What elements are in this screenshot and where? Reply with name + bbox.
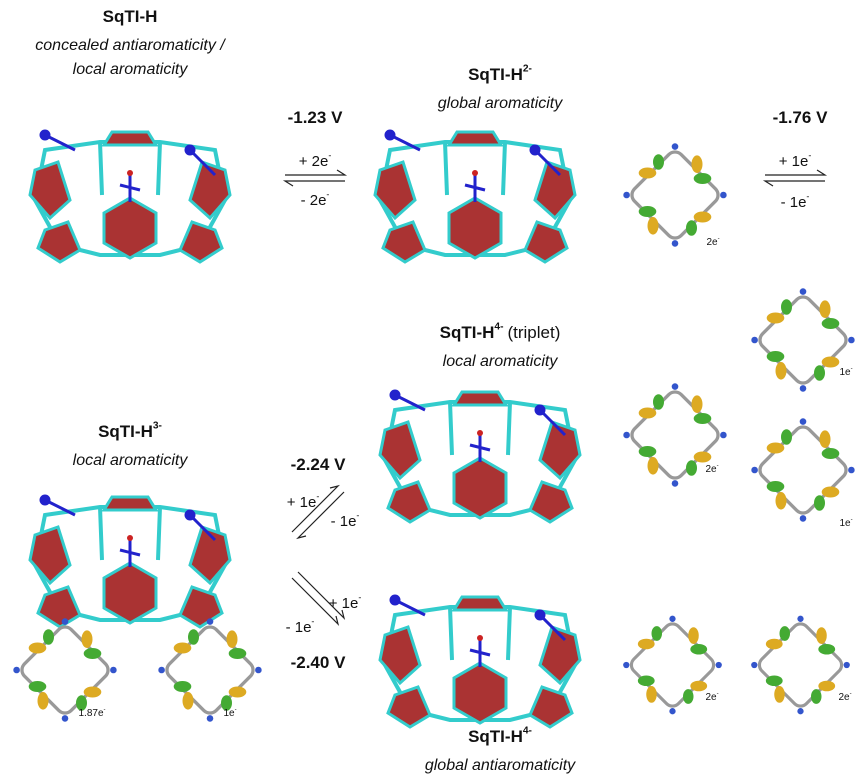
label: - 2e- [301, 190, 330, 210]
molecule [373, 129, 577, 264]
label-text: 1e [223, 708, 235, 719]
equilibrium-arrows [282, 169, 828, 626]
label-text: + 2e [299, 153, 329, 170]
label-text: + 1e [287, 494, 317, 511]
species-name: SqTI-H [440, 323, 495, 342]
molecule [378, 594, 582, 729]
label-text: 1e [839, 367, 851, 378]
superscript: - [851, 517, 853, 523]
species-description: local aromaticity [443, 353, 559, 370]
label: + 2e- [299, 151, 332, 171]
label: 2e- [706, 236, 719, 248]
label: 1e- [223, 707, 236, 719]
potential: -1.76 V [773, 108, 828, 127]
species-name: SqTI-H [468, 727, 523, 746]
superscript: - [717, 463, 719, 469]
species-name: SqTI-H3- [98, 421, 162, 442]
label: - 1e- [286, 617, 315, 637]
label: + 1e- [329, 593, 362, 613]
species-description: concealed antiaromaticity / [35, 37, 226, 54]
label-text: 2e [705, 464, 717, 475]
label: 2e- [705, 691, 718, 703]
species-name: SqTI-H4- [468, 726, 532, 747]
species-description: local aromaticity [73, 452, 189, 469]
superscript: - [235, 707, 237, 713]
superscript: - [328, 151, 331, 161]
species-name: SqTI-H [468, 65, 523, 84]
orbital [621, 141, 729, 249]
superscript: 4- [523, 726, 532, 737]
superscript: 4- [494, 322, 503, 333]
molecule [378, 389, 582, 524]
species-note: (triplet) [507, 323, 560, 342]
superscript: - [316, 492, 319, 502]
label-text: 2e [705, 692, 717, 703]
label-text: 1.87e [78, 708, 103, 719]
superscript: - [851, 366, 853, 372]
potential: -1.23 V [288, 108, 343, 127]
label: - 1e- [781, 192, 810, 212]
superscript: - [718, 236, 720, 242]
superscript: - [850, 691, 852, 697]
superscript: - [356, 511, 359, 521]
label: + 1e- [779, 151, 812, 171]
label-text: 1e [839, 518, 851, 529]
orbital [11, 616, 119, 724]
species-name: SqTI-H2- [468, 64, 532, 85]
species-description: global antiaromaticity [425, 757, 576, 774]
superscript: - [358, 593, 361, 603]
superscript: 2- [523, 64, 532, 75]
species-description: global aromaticity [438, 95, 564, 112]
orbital [156, 616, 264, 724]
label-text: 2e [838, 692, 850, 703]
label-text: - 1e [781, 194, 807, 211]
label: 2e- [838, 691, 851, 703]
label-text: 2e [706, 237, 718, 248]
species-name: SqTI-H [98, 422, 153, 441]
label: 1.87e- [78, 707, 105, 719]
superscript: - [717, 691, 719, 697]
label-text: - 1e [331, 513, 357, 530]
orbital [749, 416, 857, 524]
potential: -2.24 V [291, 455, 346, 474]
label: 1e- [839, 366, 852, 378]
molecule [28, 494, 232, 629]
superscript: - [311, 617, 314, 627]
label: - 1e- [331, 511, 360, 531]
superscript: - [326, 190, 329, 200]
label: 2e- [705, 463, 718, 475]
species-name: SqTI-H4- (triplet) [440, 322, 561, 343]
orbital [749, 614, 852, 716]
molecule [28, 129, 232, 264]
species-name: SqTI-H [103, 7, 158, 26]
label: 1e- [839, 517, 852, 529]
superscript: 3- [153, 421, 162, 432]
potential: -2.40 V [291, 653, 346, 672]
superscript: - [808, 151, 811, 161]
superscript: - [104, 707, 106, 713]
label-text: + 1e [779, 153, 809, 170]
superscript: - [806, 192, 809, 202]
species-name: SqTI-H [103, 7, 158, 26]
species-description: local aromaticity [73, 61, 189, 78]
label: + 1e- [287, 492, 320, 512]
label-text: + 1e [329, 595, 359, 612]
label-text: - 2e [301, 192, 327, 209]
label-text: - 1e [286, 619, 312, 636]
